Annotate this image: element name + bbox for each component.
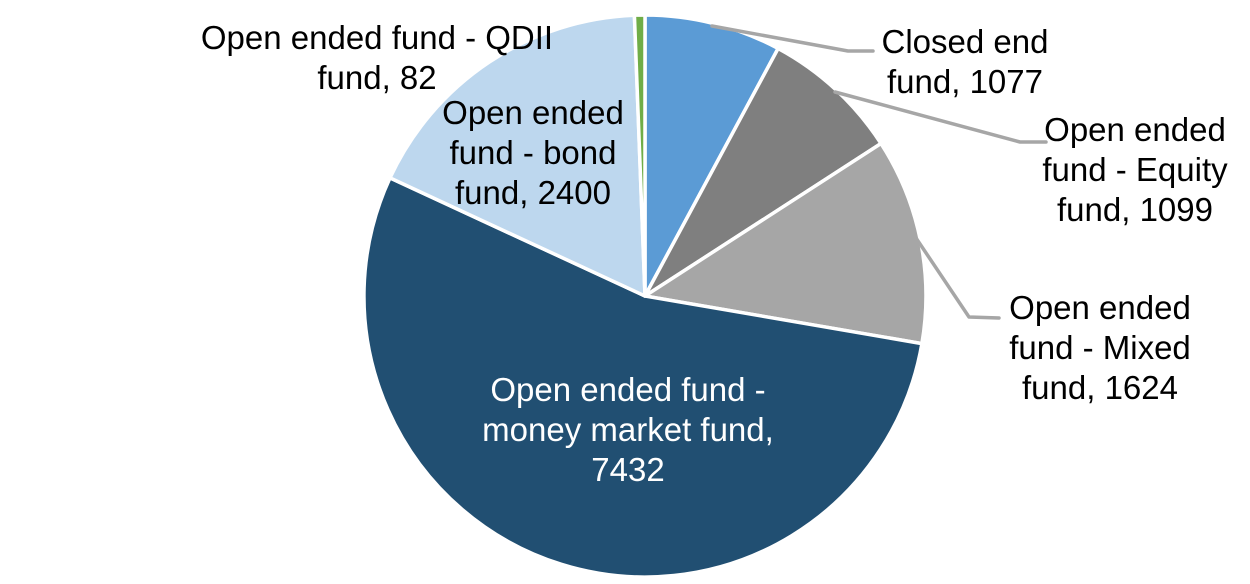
data-label-line: 7432 <box>591 451 665 488</box>
data-label-line: fund - Mixed <box>1009 329 1191 366</box>
data-label-line: Closed end <box>881 23 1049 60</box>
data-label-open-ended-fund-money-market-fund: Open ended fund - money market fund, 743… <box>428 370 828 490</box>
data-label-line: fund - bond <box>449 134 617 171</box>
leader-lines <box>710 24 1048 320</box>
pie <box>362 13 928 579</box>
pie-slice-open-ended-fund-qdii-fund[interactable] <box>632 13 647 298</box>
data-label-line: Open ended <box>442 94 624 131</box>
pie-slice-open-ended-fund-mixed-fund[interactable] <box>643 141 928 346</box>
data-label-closed-end-fund: Closed end fund, 1077 <box>845 22 1085 102</box>
data-label-line: fund, 82 <box>317 59 437 96</box>
data-label-line: money market fund, <box>482 411 774 448</box>
data-label-line: fund, 2400 <box>455 174 611 211</box>
data-label-open-ended-fund-bond-fund: Open ended fund - bond fund, 2400 <box>408 93 658 213</box>
leader-line-closed-end-fund <box>710 24 875 53</box>
data-label-line: Open ended <box>1044 111 1226 148</box>
pie-slice-open-ended-fund-bond-fund[interactable] <box>388 13 647 298</box>
data-label-line: fund - Equity <box>1042 151 1228 188</box>
data-label-line: fund, 1099 <box>1057 191 1213 228</box>
pie-slice-open-ended-fund-equity-fund[interactable] <box>643 46 883 298</box>
data-label-line: Open ended fund - <box>490 371 766 408</box>
pie-slice-open-ended-fund-money-market-fund[interactable] <box>362 176 924 579</box>
data-label-open-ended-fund-equity-fund: Open ended fund - Equity fund, 1099 <box>1030 110 1240 230</box>
data-label-line: fund, 1624 <box>1022 369 1178 406</box>
leader-line-open-ended-fund-equity-fund <box>833 90 1048 144</box>
data-label-open-ended-fund-qdii-fund: Open ended fund - QDII fund, 82 <box>182 18 572 98</box>
data-label-line: Open ended fund - QDII <box>200 19 554 56</box>
data-label-open-ended-fund-mixed-fund: Open ended fund - Mixed fund, 1624 <box>995 288 1205 408</box>
data-label-line: fund, 1077 <box>887 63 1043 100</box>
leader-line-open-ended-fund-mixed-fund <box>914 236 1001 320</box>
data-label-line: Open ended <box>1009 289 1191 326</box>
pie-slice-closed-end-fund[interactable] <box>643 13 780 298</box>
